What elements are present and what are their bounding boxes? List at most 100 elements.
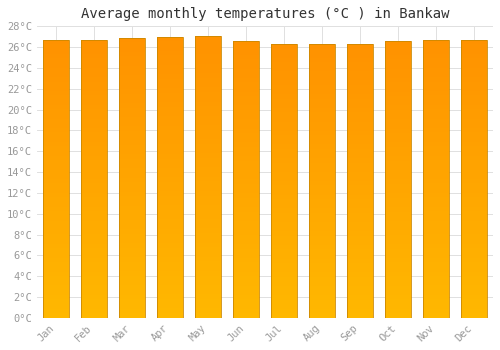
Bar — [308, 213, 336, 217]
Bar — [232, 133, 259, 138]
Bar — [384, 299, 411, 304]
Bar — [422, 96, 450, 100]
Bar — [118, 196, 145, 201]
Bar — [42, 100, 69, 105]
Bar — [270, 108, 297, 112]
Bar — [384, 193, 411, 198]
Bar — [422, 290, 450, 295]
Bar — [346, 254, 374, 259]
Bar — [346, 245, 374, 250]
Bar — [232, 184, 259, 189]
Bar — [232, 110, 259, 115]
Bar — [422, 281, 450, 286]
Bar — [232, 281, 259, 286]
Bar — [422, 156, 450, 160]
Bar — [422, 174, 450, 179]
Bar — [270, 217, 297, 222]
Bar — [80, 193, 107, 197]
Bar — [460, 54, 487, 58]
Bar — [118, 299, 145, 304]
Bar — [156, 290, 183, 294]
Bar — [308, 195, 336, 199]
Bar — [118, 89, 145, 94]
Bar — [346, 53, 374, 58]
Bar — [270, 236, 297, 240]
Bar — [156, 308, 183, 313]
Bar — [232, 175, 259, 179]
Bar — [80, 91, 107, 96]
Bar — [118, 140, 145, 145]
Bar — [80, 72, 107, 77]
Bar — [308, 208, 336, 213]
Bar — [156, 294, 183, 299]
Bar — [42, 142, 69, 146]
Bar — [80, 230, 107, 235]
Bar — [194, 73, 221, 78]
Bar — [80, 258, 107, 262]
Bar — [194, 224, 221, 229]
Bar — [42, 258, 69, 262]
Bar — [42, 304, 69, 309]
Bar — [42, 193, 69, 197]
Bar — [232, 115, 259, 119]
Bar — [232, 73, 259, 78]
Bar — [422, 239, 450, 244]
Bar — [270, 250, 297, 254]
Bar — [42, 234, 69, 239]
Bar — [422, 105, 450, 109]
Bar — [42, 183, 69, 188]
Bar — [194, 275, 221, 280]
Bar — [460, 220, 487, 225]
Bar — [42, 109, 69, 114]
Bar — [308, 131, 336, 135]
Bar — [422, 82, 450, 86]
Bar — [346, 281, 374, 286]
Bar — [422, 248, 450, 253]
Bar — [422, 220, 450, 225]
Bar — [194, 111, 221, 116]
Bar — [308, 217, 336, 222]
Bar — [384, 304, 411, 309]
Bar — [156, 182, 183, 187]
Bar — [156, 201, 183, 205]
Bar — [42, 299, 69, 304]
Bar — [42, 146, 69, 151]
Bar — [194, 261, 221, 266]
Bar — [384, 262, 411, 267]
Bar — [422, 165, 450, 169]
Bar — [384, 179, 411, 184]
Bar — [384, 286, 411, 290]
Bar — [460, 123, 487, 128]
Bar — [232, 147, 259, 152]
Bar — [118, 229, 145, 234]
Bar — [460, 58, 487, 63]
Bar — [460, 49, 487, 54]
Bar — [232, 92, 259, 96]
Bar — [194, 116, 221, 120]
Bar — [42, 96, 69, 100]
Bar — [384, 105, 411, 110]
Bar — [270, 213, 297, 217]
Bar — [384, 295, 411, 299]
Bar — [232, 69, 259, 73]
Bar — [42, 230, 69, 235]
Bar — [80, 160, 107, 165]
Bar — [384, 55, 411, 59]
Bar — [42, 40, 69, 44]
Bar — [422, 258, 450, 262]
Bar — [346, 259, 374, 263]
Bar — [460, 286, 487, 290]
Bar — [308, 272, 336, 277]
Bar — [384, 309, 411, 313]
Bar — [384, 46, 411, 50]
Bar — [422, 299, 450, 304]
Bar — [232, 166, 259, 170]
Bar — [422, 304, 450, 309]
Bar — [232, 304, 259, 309]
Bar — [80, 262, 107, 267]
Bar — [80, 202, 107, 206]
Bar — [80, 206, 107, 211]
Bar — [42, 244, 69, 248]
Bar — [80, 220, 107, 225]
Bar — [156, 84, 183, 88]
